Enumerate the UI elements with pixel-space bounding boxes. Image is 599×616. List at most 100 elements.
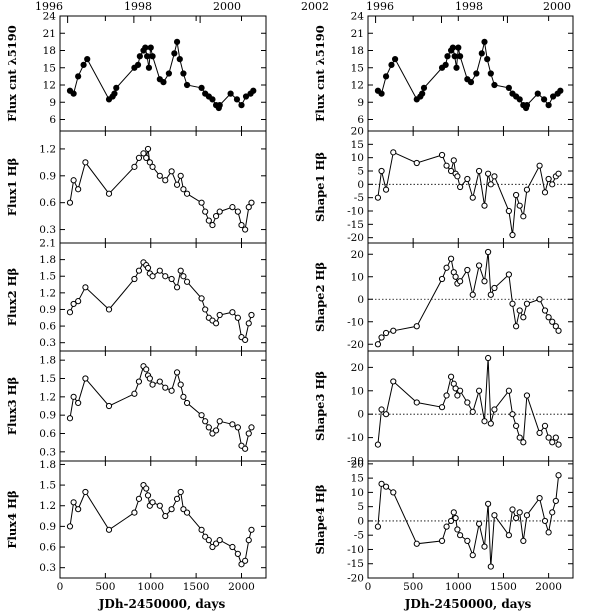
data-point (134, 61, 142, 68)
data-point (481, 202, 488, 209)
data-point (156, 172, 163, 179)
y-tick-label: 24 (43, 11, 57, 23)
data-point (212, 427, 220, 434)
panel-frame (59, 130, 267, 244)
data-point (464, 399, 471, 406)
data-point (142, 44, 149, 51)
data-point (509, 231, 516, 239)
data-point (523, 392, 531, 399)
data-point (549, 439, 556, 446)
data-point (177, 381, 184, 388)
x-axis-label-left: JDh-2450000, days (98, 597, 226, 611)
data-point (212, 320, 220, 327)
data-point (198, 526, 205, 533)
y-axis-label: Shape2 Hβ (313, 262, 327, 332)
data-point (216, 418, 223, 425)
data-point (209, 96, 216, 103)
data-point (131, 390, 138, 397)
data-point (156, 378, 163, 385)
data-point (513, 191, 520, 199)
data-point (105, 190, 113, 197)
data-point (469, 408, 476, 415)
panel-frame (59, 15, 267, 132)
data-point (438, 404, 446, 411)
y-tick-label: 1.5 (39, 480, 56, 492)
y-tick-label: 12 (351, 80, 364, 92)
data-point (180, 186, 187, 193)
data-point (552, 434, 559, 441)
panel-5: 0.3 0.6 0.9 1.2 1.5 1.8 0 500 1000 1500 2000 Flux4 … (5, 459, 267, 593)
data-point (505, 207, 512, 215)
data-point (541, 189, 549, 196)
data-point (171, 50, 178, 57)
data-point (513, 323, 520, 330)
data-point (378, 334, 385, 341)
data-point (520, 439, 527, 446)
data-point (245, 430, 252, 437)
data-point (202, 533, 209, 540)
data-point (464, 175, 471, 183)
data-point (481, 278, 488, 285)
y-axis-label: Flux3 Hβ (5, 377, 19, 435)
y-tick-label: -20 (347, 232, 364, 244)
data-point (509, 411, 516, 418)
y-tick-label: 0 (357, 179, 364, 191)
data-point (70, 90, 77, 97)
top-axis-tick-label: 2002 (301, 0, 329, 13)
y-tick-label: 0.3 (39, 562, 56, 574)
data-point (212, 540, 220, 547)
data-point (242, 557, 249, 564)
data-point (475, 520, 483, 527)
data-point (135, 154, 143, 161)
data-point (105, 306, 113, 313)
data-point (438, 151, 446, 159)
data-point (491, 406, 498, 413)
y-tick-label: -5 (354, 530, 364, 542)
data-point (143, 366, 150, 373)
data-point (382, 329, 390, 337)
y-tick-label: 0.9 (39, 304, 56, 316)
data-point (520, 537, 527, 545)
data-point (75, 506, 82, 513)
data-point (145, 64, 153, 71)
data-point (382, 483, 390, 490)
data-point (378, 406, 385, 413)
data-point (75, 186, 82, 193)
data-point (156, 502, 163, 509)
data-point (202, 208, 209, 215)
data-point (443, 162, 450, 169)
y-tick-label: 10 (351, 487, 364, 499)
data-point (149, 381, 156, 388)
data-point (513, 422, 520, 429)
panel-4: 0.3 0.6 0.9 1.2 1.5 1.8 Flux3 Hβ (5, 350, 267, 462)
data-point (131, 163, 138, 170)
data-point (177, 267, 184, 274)
data-point (66, 523, 74, 530)
panel-1: 6 9 12 15 18 21 24 Flux cnt λ5190 (5, 11, 267, 132)
panel-frame (59, 242, 267, 352)
y-tick-label: 21 (351, 28, 364, 40)
data-point (541, 96, 548, 103)
data-point (242, 445, 249, 452)
data-point (144, 145, 152, 153)
data-point (552, 323, 559, 330)
y-axis-label: Flux2 Hβ (5, 268, 19, 326)
data-point (491, 284, 498, 292)
data-point (173, 181, 181, 188)
data-point (516, 434, 523, 441)
panel-9: -20 -10 0 10 20 Shape3 Hβ (313, 350, 574, 468)
data-point (250, 87, 257, 94)
y-axis-label: Flux4 Hβ (5, 490, 19, 548)
data-point (457, 183, 464, 191)
data-point (234, 550, 241, 558)
data-point (143, 485, 150, 492)
data-point (378, 480, 385, 487)
data-point (149, 53, 156, 60)
data-point (536, 296, 543, 303)
panels-layer: 6 9 12 15 18 21 24 Flux cnt λ5190 0.3 0.6 0.9 1.2 Fl… (5, 11, 574, 593)
y-tick-label: 0 (357, 294, 364, 306)
data-point (229, 543, 236, 551)
data-point (478, 50, 485, 57)
panel-frame (367, 350, 574, 462)
top-axis-tick-label: 1998 (455, 0, 483, 13)
